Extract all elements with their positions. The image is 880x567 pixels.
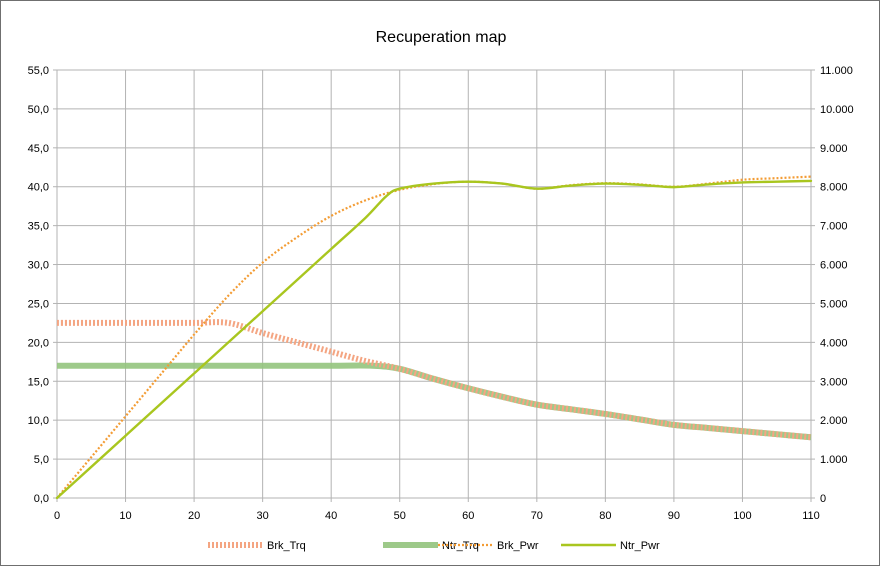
y2-tick-label: 0 — [820, 493, 826, 505]
series-line-ntr-pwr — [55, 179, 813, 500]
y-tick-label: 50,0 — [28, 104, 49, 116]
legend-label-ntr-trq: Ntr_Trq — [442, 540, 479, 552]
x-tick-label: 50 — [394, 510, 406, 522]
y-tick-label: 30,0 — [28, 260, 49, 272]
x-tick-label: 40 — [325, 510, 337, 522]
x-tick-label: 10 — [119, 510, 131, 522]
y-tick-label: 0,0 — [34, 493, 49, 505]
legend: Brk_Trq Ntr_Trq Brk_Pwr Ntr_Pwr — [208, 540, 660, 552]
x-tick-label: 100 — [733, 510, 751, 522]
chart-title: Recuperation map — [376, 29, 507, 46]
legend-label-brk-pwr: Brk_Pwr — [497, 540, 539, 552]
axes: 0,0 5,0 10,0 15,0 20,0 25,0 30,0 35,0 40,0 45,0 50… — [28, 65, 854, 522]
y2-tick-label: 3.000 — [820, 376, 848, 388]
series-line-brk-pwr — [56, 175, 812, 499]
series-line-brk-trq — [57, 319, 812, 441]
y-tick-label: 55,0 — [28, 65, 49, 77]
x-tick-label: 60 — [462, 510, 474, 522]
y-tick-label: 10,0 — [28, 415, 49, 427]
y2-tick-label: 6.000 — [820, 260, 848, 272]
x-tick-label: 70 — [531, 510, 543, 522]
x-tick-label: 80 — [599, 510, 611, 522]
x-tick-label: 30 — [257, 510, 269, 522]
y2-tick-label: 8.000 — [820, 182, 848, 194]
x-tick-label: 110 — [802, 510, 820, 522]
x-tick-label: 0 — [54, 510, 60, 522]
y2-tick-label: 11.000 — [820, 65, 853, 77]
y2-tick-label: 9.000 — [820, 143, 848, 155]
y-tick-label: 5,0 — [34, 454, 49, 466]
series-line-ntr-trq — [57, 362, 812, 441]
series-group — [55, 175, 813, 500]
y-tick-label: 40,0 — [28, 182, 49, 194]
y2-tick-label: 1.000 — [820, 454, 848, 466]
y-tick-label: 35,0 — [28, 221, 49, 233]
x-tick-label: 90 — [668, 510, 680, 522]
y-tick-label: 25,0 — [28, 298, 49, 310]
y-tick-label: 45,0 — [28, 143, 49, 155]
y2-tick-label: 5.000 — [820, 298, 848, 310]
legend-label-ntr-pwr: Ntr_Pwr — [620, 540, 660, 552]
y2-tick-label: 10.000 — [820, 104, 854, 116]
x-tick-label: 20 — [188, 510, 200, 522]
y-tick-label: 15,0 — [28, 376, 49, 388]
legend-label-brk-trq: Brk_Trq — [267, 540, 306, 552]
y2-tick-label: 4.000 — [820, 337, 848, 349]
y2-tick-label: 2.000 — [820, 415, 848, 427]
y2-tick-label: 7.000 — [820, 221, 848, 233]
y-tick-label: 20,0 — [28, 337, 49, 349]
grid — [56, 69, 812, 499]
